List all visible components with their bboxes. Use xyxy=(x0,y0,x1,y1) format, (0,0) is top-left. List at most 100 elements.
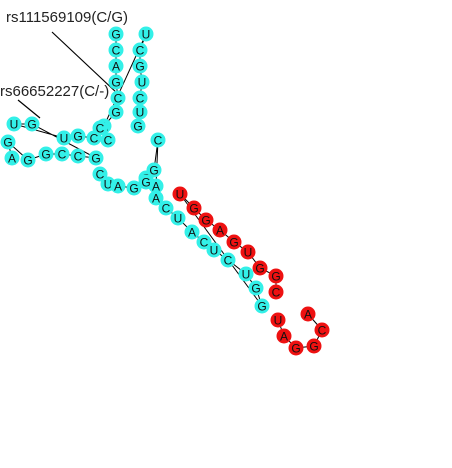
nucleotide: G xyxy=(288,340,304,356)
nucleotide: U xyxy=(172,186,188,202)
nucleotide: G xyxy=(130,118,146,134)
nucleotide: G xyxy=(306,338,322,354)
nucleotide-letter: U xyxy=(210,244,219,258)
nucleotide-circle xyxy=(170,210,186,226)
nucleotide-letter: G xyxy=(291,342,300,356)
nucleotide: U xyxy=(238,266,254,282)
nucleotide-circle xyxy=(108,58,124,74)
nucleotide-letter: U xyxy=(174,212,183,226)
nucleotide-circle xyxy=(270,312,286,328)
nucleotide-circle xyxy=(184,224,200,240)
nucleotide-letter: G xyxy=(111,28,120,42)
nucleotide-circle xyxy=(0,134,16,150)
nucleotide-circle xyxy=(196,234,212,250)
nucleotide: G xyxy=(126,180,142,196)
nucleotide: C xyxy=(54,146,70,162)
nucleotide-circle xyxy=(288,340,304,356)
nucleotide: G xyxy=(248,280,264,296)
nucleotide-letter: G xyxy=(23,154,32,168)
nucleotide-circle xyxy=(248,280,264,296)
nucleotide: C xyxy=(132,90,148,106)
nucleotide: C xyxy=(196,234,212,250)
nucleotide-letter: G xyxy=(133,120,142,134)
nucleotide-circle xyxy=(314,322,330,338)
nucleotide: C xyxy=(92,166,108,182)
nucleotide-circle xyxy=(252,260,268,276)
nucleotide: G xyxy=(146,162,162,178)
nucleotide-circle xyxy=(254,298,270,314)
nucleotide: C xyxy=(70,148,86,164)
nucleotide: U xyxy=(170,210,186,226)
nucleotide-letter: G xyxy=(27,118,36,132)
nucleotide-letter: G xyxy=(309,340,318,354)
nucleotide-circle xyxy=(148,190,164,206)
nucleotide-circle xyxy=(172,186,188,202)
nucleotide-circle xyxy=(24,116,40,132)
nucleotide-circle xyxy=(70,128,86,144)
nucleotide: A xyxy=(4,150,20,166)
nucleotide: G xyxy=(108,26,124,42)
nucleotide-circle xyxy=(132,58,148,74)
nucleotide-circle xyxy=(20,152,36,168)
nucleotide: A xyxy=(184,224,200,240)
nucleotide-circle xyxy=(108,42,124,58)
nucleotide: C xyxy=(132,42,148,58)
nucleotide-letter: U xyxy=(242,268,251,282)
nucleotide: C xyxy=(150,132,166,148)
nucleotide-letter: C xyxy=(162,202,171,216)
nucleotide-letter: G xyxy=(3,136,12,150)
nucleotide-circle xyxy=(132,42,148,58)
nucleotide-circle xyxy=(6,116,22,132)
nucleotide-circle xyxy=(138,174,154,190)
nucleotide-letter: U xyxy=(244,246,253,260)
nucleotide-circle xyxy=(220,252,236,268)
nucleotide-circle xyxy=(138,26,154,42)
nucleotide-letter: A xyxy=(304,308,312,322)
nucleotide-letter: C xyxy=(224,254,233,268)
nucleotide-letter: A xyxy=(112,60,120,74)
nucleotide-circle xyxy=(132,104,148,120)
nucleotide-circle xyxy=(110,90,126,106)
nucleotide-letter: C xyxy=(154,134,163,148)
nucleotide: U xyxy=(206,242,222,258)
nucleotide-letter: C xyxy=(104,134,113,148)
nucleotide-circle xyxy=(54,146,70,162)
nucleotide: U xyxy=(56,130,72,146)
nucleotide-letter: G xyxy=(271,270,280,284)
nucleotide: U xyxy=(6,116,22,132)
nucleotide-letter: C xyxy=(96,122,105,136)
nucleotide-letter: G xyxy=(91,152,100,166)
nucleotide: G xyxy=(108,74,124,90)
nucleotide: A xyxy=(212,222,228,238)
nucleotide-letter: C xyxy=(58,148,67,162)
nucleotide-letter: C xyxy=(90,132,99,146)
nucleotide-circle xyxy=(146,162,162,178)
nucleotide-circle xyxy=(212,222,228,238)
nucleotide: G xyxy=(254,298,270,314)
nucleotide: U xyxy=(134,74,150,90)
nucleotide-circle xyxy=(88,150,104,166)
nucleotide: U xyxy=(270,312,286,328)
nucleotide-circle xyxy=(100,132,116,148)
nucleotide-circle xyxy=(110,178,126,194)
nucleotide: G xyxy=(0,134,16,150)
nucleotide: C xyxy=(110,90,126,106)
rna-backbone xyxy=(7,33,323,349)
nucleotide-circle xyxy=(268,284,284,300)
nucleotide: C xyxy=(158,200,174,216)
nucleotide: G xyxy=(38,146,54,162)
nucleotide: G xyxy=(20,152,36,168)
nucleotide-letter: U xyxy=(142,28,151,42)
nucleotide: A xyxy=(300,306,316,322)
nucleotide: G xyxy=(186,200,202,216)
nucleotide-letter: U xyxy=(10,118,19,132)
nucleotide-circle xyxy=(126,180,142,196)
nucleotide-letter: G xyxy=(111,106,120,120)
nucleotide-letter: G xyxy=(189,202,198,216)
nucleotide-circle xyxy=(240,244,256,260)
nucleotide: G xyxy=(70,128,86,144)
nucleotide-letter: G xyxy=(129,182,138,196)
nucleotide: C xyxy=(92,120,108,136)
nucleotide-circle xyxy=(158,200,174,216)
